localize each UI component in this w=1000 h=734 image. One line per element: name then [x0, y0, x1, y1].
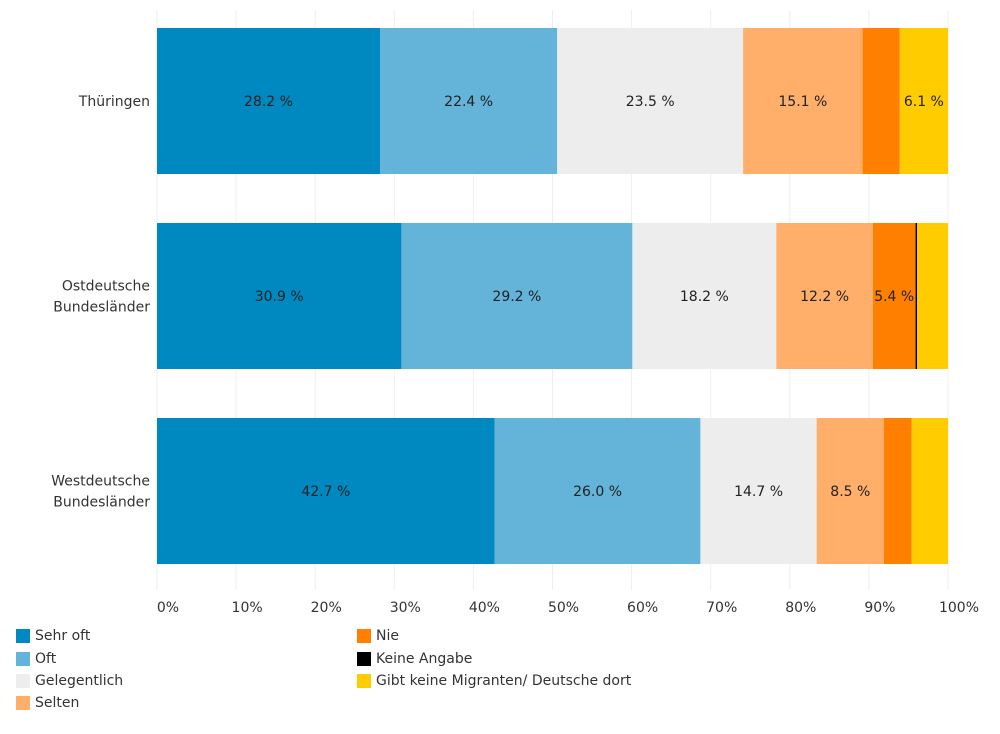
x-tick-label: 100% — [939, 600, 979, 616]
category-label: Bundesländer — [53, 300, 150, 316]
data-label: 8.5 % — [830, 484, 870, 500]
legend-label: Gelegentlich — [35, 673, 124, 689]
data-label: 18.2 % — [680, 289, 729, 305]
x-tick-label: 10% — [232, 600, 263, 616]
legend-swatch — [357, 629, 371, 643]
category-label: Westdeutsche — [51, 474, 150, 490]
category-label: Ostdeutsche — [62, 279, 150, 295]
legend-item: Gibt keine Migranten/ Deutsche dort — [357, 673, 631, 689]
bar-segment-oft — [380, 28, 558, 174]
data-label: 23.5 % — [626, 94, 675, 110]
legend-label: Sehr oft — [35, 628, 91, 644]
legend-item: Gelegentlich — [16, 673, 123, 689]
bar-segment-gibt-keine-migranten-deutsche-dort — [899, 28, 948, 174]
legend-label: Nie — [376, 628, 399, 644]
x-tick-label: 90% — [864, 600, 895, 616]
data-label: 6.1 % — [904, 94, 944, 110]
x-tick-label: 50% — [548, 600, 579, 616]
legend-item: Keine Angabe — [357, 651, 472, 667]
x-tick-label: 80% — [785, 600, 816, 616]
bar-segment-gibt-keine-migranten-deutsche-dort — [917, 223, 948, 369]
bar-segment-nie — [883, 418, 912, 564]
x-tick-label: 70% — [706, 600, 737, 616]
bar-segment-gelegentlich — [700, 418, 817, 564]
bar-segment-gelegentlich — [632, 223, 777, 369]
bar-segment-gibt-keine-migranten-deutsche-dort — [911, 418, 948, 564]
data-label: 5.4 % — [874, 289, 914, 305]
legend-label: Gibt keine Migranten/ Deutsche dort — [376, 673, 632, 689]
bar-segment-nie — [862, 28, 900, 174]
legend-item: Nie — [357, 628, 399, 644]
legend-swatch — [16, 629, 30, 643]
legend-item: Selten — [16, 695, 79, 711]
data-label: 30.9 % — [255, 289, 304, 305]
bar-segment-keine-angabe — [915, 223, 918, 369]
legend-label: Selten — [35, 695, 80, 711]
legend-swatch — [16, 674, 30, 688]
data-label: 22.4 % — [444, 94, 493, 110]
x-tick-label: 60% — [627, 600, 658, 616]
category-label: Bundesländer — [53, 495, 150, 511]
bar-segment-sehr-oft — [157, 418, 495, 564]
legend-swatch — [16, 696, 30, 710]
bar-segment-oft — [494, 418, 701, 564]
bar-segment-oft — [401, 223, 633, 369]
x-tick-label: 30% — [390, 600, 421, 616]
x-tick-label: 20% — [311, 600, 342, 616]
bar-segment-selten — [816, 418, 884, 564]
x-tick-label: 40% — [469, 600, 500, 616]
category-label: Thüringen — [78, 94, 150, 110]
data-label: 15.1 % — [778, 94, 827, 110]
bar-segment-sehr-oft — [157, 223, 402, 369]
bar-segment-nie — [872, 223, 916, 369]
legend-item: Sehr oft — [16, 628, 90, 644]
data-label: 42.7 % — [301, 484, 350, 500]
data-label: 14.7 % — [734, 484, 783, 500]
legend-label: Keine Angabe — [376, 651, 473, 667]
bar-segment-sehr-oft — [157, 28, 381, 174]
legend-swatch — [16, 652, 30, 666]
stacked-bar-chart: 0% 10% 20% 30% 40% 50% 60% 70% 80% 90% 100% Thüring… — [51, 10, 979, 616]
bar-segment-selten — [743, 28, 863, 174]
data-label: 28.2 % — [244, 94, 293, 110]
data-label: 26.0 % — [573, 484, 622, 500]
legend-swatch — [357, 652, 371, 666]
bar-segment-selten — [776, 223, 873, 369]
data-label: 12.2 % — [800, 289, 849, 305]
x-tick-label: 0% — [157, 600, 179, 616]
legend-label: Oft — [35, 651, 57, 667]
data-label: 29.2 % — [492, 289, 541, 305]
legend-item: Oft — [16, 651, 56, 667]
bar-segment-gelegentlich — [557, 28, 744, 174]
legend-swatch — [357, 674, 371, 688]
